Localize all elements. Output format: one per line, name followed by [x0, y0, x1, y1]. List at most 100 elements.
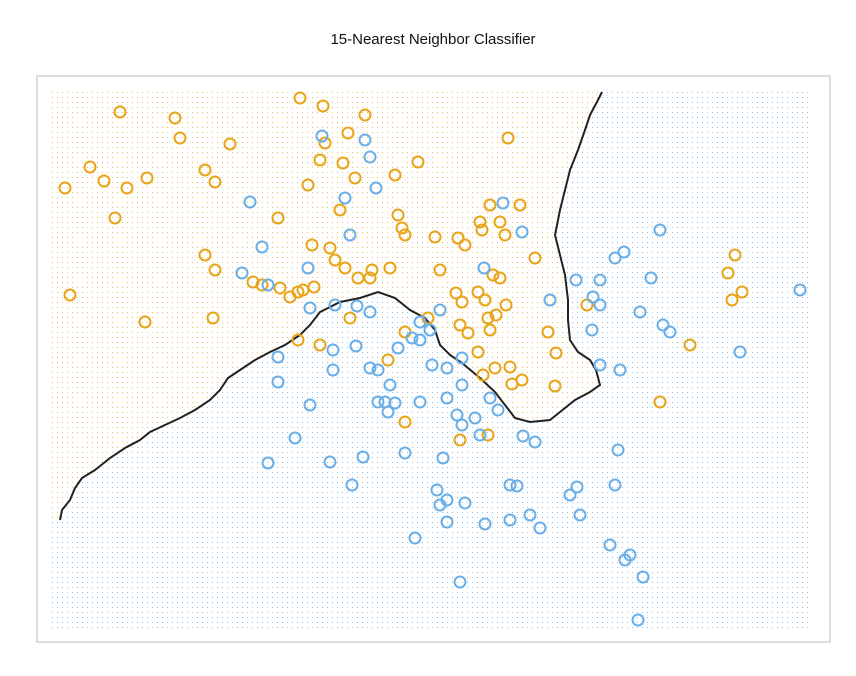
point: [563, 488, 577, 502]
point: [301, 261, 315, 275]
point: [440, 391, 454, 405]
point: [313, 338, 327, 352]
point: [343, 311, 357, 325]
point: [413, 315, 427, 329]
point: [345, 478, 359, 492]
point: [593, 358, 607, 372]
point: [440, 515, 454, 529]
point: [450, 408, 464, 422]
point: [455, 295, 469, 309]
point: [478, 517, 492, 531]
point: [476, 368, 490, 382]
point: [473, 215, 487, 229]
point: [398, 415, 412, 429]
point: [383, 378, 397, 392]
point: [570, 480, 584, 494]
point: [653, 395, 667, 409]
point: [388, 396, 402, 410]
point: [428, 230, 442, 244]
point: [735, 285, 749, 299]
point: [631, 613, 645, 627]
point: [243, 195, 257, 209]
point: [458, 238, 472, 252]
point: [436, 451, 450, 465]
point: [140, 171, 154, 185]
point: [733, 345, 747, 359]
point: [453, 318, 467, 332]
point: [261, 456, 275, 470]
point: [513, 198, 527, 212]
point: [303, 398, 317, 412]
point: [440, 361, 454, 375]
point: [475, 223, 489, 237]
point: [483, 323, 497, 337]
point: [63, 288, 77, 302]
point: [793, 283, 807, 297]
point: [338, 191, 352, 205]
point: [363, 271, 377, 285]
point: [593, 273, 607, 287]
point: [358, 133, 372, 147]
point: [636, 570, 650, 584]
point: [288, 431, 302, 445]
point: [617, 245, 631, 259]
point: [486, 268, 500, 282]
point: [586, 290, 600, 304]
point: [138, 315, 152, 329]
point: [273, 281, 287, 295]
point: [323, 241, 337, 255]
point: [430, 483, 444, 497]
point: [356, 450, 370, 464]
point: [363, 150, 377, 164]
point: [333, 203, 347, 217]
point: [318, 136, 332, 150]
point: [235, 266, 249, 280]
point: [313, 153, 327, 167]
point: [206, 311, 220, 325]
point: [108, 211, 122, 225]
point: [343, 228, 357, 242]
point: [307, 280, 321, 294]
plot-frame: [36, 75, 831, 643]
point: [453, 433, 467, 447]
point: [198, 163, 212, 177]
point: [618, 553, 632, 567]
point: [350, 299, 364, 313]
point: [471, 345, 485, 359]
point: [493, 271, 507, 285]
point: [603, 538, 617, 552]
point: [391, 208, 405, 222]
point: [613, 363, 627, 377]
point: [503, 360, 517, 374]
point: [358, 108, 372, 122]
point: [471, 285, 485, 299]
point: [488, 361, 502, 375]
point: [473, 428, 487, 442]
point: [458, 496, 472, 510]
point: [489, 308, 503, 322]
point: [478, 293, 492, 307]
point: [503, 513, 517, 527]
point: [326, 363, 340, 377]
point: [323, 455, 337, 469]
point: [449, 286, 463, 300]
point: [683, 338, 697, 352]
point: [255, 278, 269, 292]
point: [255, 240, 269, 254]
point: [223, 137, 237, 151]
point: [293, 91, 307, 105]
point: [336, 156, 350, 170]
point: [608, 251, 622, 265]
point: [611, 443, 625, 457]
point: [398, 446, 412, 460]
point: [573, 508, 587, 522]
point: [413, 395, 427, 409]
point: [381, 405, 395, 419]
point: [97, 174, 111, 188]
point: [499, 298, 513, 312]
point: [728, 248, 742, 262]
chart-title: 15-Nearest Neighbor Classifier: [330, 31, 535, 48]
point: [173, 131, 187, 145]
